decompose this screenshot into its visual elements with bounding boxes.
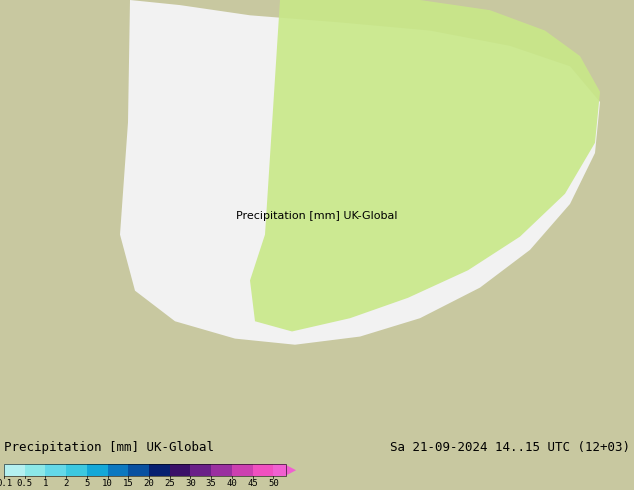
Text: 20: 20 bbox=[144, 479, 154, 488]
Bar bbox=[211, 465, 232, 476]
Text: 1: 1 bbox=[42, 479, 48, 488]
Bar bbox=[4, 465, 25, 476]
Text: 5: 5 bbox=[84, 479, 89, 488]
Text: 0.5: 0.5 bbox=[16, 479, 33, 488]
Text: 10: 10 bbox=[102, 479, 113, 488]
Bar bbox=[87, 465, 108, 476]
Bar bbox=[273, 465, 286, 476]
Text: 2: 2 bbox=[63, 479, 69, 488]
Text: 40: 40 bbox=[226, 479, 237, 488]
Polygon shape bbox=[120, 0, 600, 345]
Bar bbox=[108, 465, 128, 476]
Text: 15: 15 bbox=[123, 479, 134, 488]
Text: 50: 50 bbox=[268, 479, 279, 488]
Bar bbox=[25, 465, 46, 476]
Text: Precipitation [mm] UK-Global: Precipitation [mm] UK-Global bbox=[236, 211, 398, 221]
Text: 45: 45 bbox=[247, 479, 258, 488]
Polygon shape bbox=[250, 0, 600, 331]
Bar bbox=[170, 465, 190, 476]
Bar bbox=[128, 465, 149, 476]
Polygon shape bbox=[285, 465, 296, 476]
Bar bbox=[149, 465, 170, 476]
Bar bbox=[252, 465, 273, 476]
Text: 25: 25 bbox=[164, 479, 175, 488]
Bar bbox=[232, 465, 252, 476]
Bar bbox=[66, 465, 87, 476]
Text: 0.1: 0.1 bbox=[0, 479, 12, 488]
Text: 35: 35 bbox=[206, 479, 217, 488]
Text: Sa 21-09-2024 14..15 UTC (12+03): Sa 21-09-2024 14..15 UTC (12+03) bbox=[390, 441, 630, 454]
Bar bbox=[46, 465, 66, 476]
Bar bbox=[4, 465, 286, 476]
Text: Precipitation [mm] UK-Global: Precipitation [mm] UK-Global bbox=[4, 441, 214, 454]
Text: 30: 30 bbox=[185, 479, 196, 488]
Bar bbox=[190, 465, 211, 476]
